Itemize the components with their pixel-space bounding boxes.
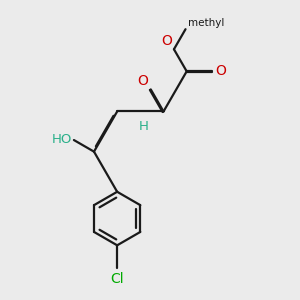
Text: O: O xyxy=(215,64,226,78)
Text: HO: HO xyxy=(52,133,72,146)
Text: Cl: Cl xyxy=(110,272,124,286)
Text: O: O xyxy=(161,34,172,48)
Text: methyl: methyl xyxy=(188,18,224,28)
Text: H: H xyxy=(139,120,148,133)
Text: O: O xyxy=(137,74,148,88)
